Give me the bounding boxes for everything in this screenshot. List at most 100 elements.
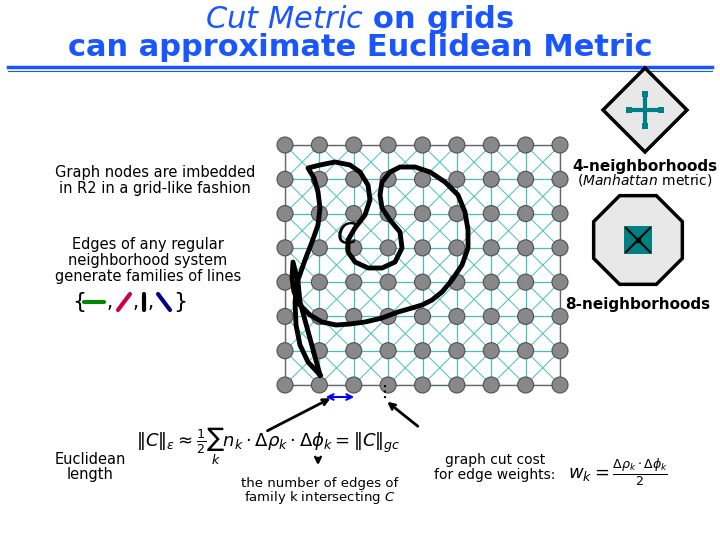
Circle shape — [346, 343, 361, 359]
Circle shape — [449, 206, 465, 221]
Circle shape — [311, 206, 328, 221]
Text: Euclidean: Euclidean — [54, 453, 126, 468]
Circle shape — [380, 274, 396, 290]
Text: the number of edges of: the number of edges of — [241, 477, 399, 490]
Circle shape — [346, 274, 361, 290]
Text: 8-neighborhoods: 8-neighborhoods — [565, 296, 711, 312]
Circle shape — [346, 137, 361, 153]
Text: Edges of any regular: Edges of any regular — [72, 238, 224, 253]
Bar — [642, 91, 648, 97]
Circle shape — [518, 377, 534, 393]
Circle shape — [277, 137, 293, 153]
Bar — [642, 123, 648, 129]
Circle shape — [483, 240, 499, 256]
Circle shape — [552, 377, 568, 393]
Circle shape — [483, 137, 499, 153]
Circle shape — [380, 343, 396, 359]
Circle shape — [483, 274, 499, 290]
Bar — [624, 226, 652, 254]
Circle shape — [277, 274, 293, 290]
Circle shape — [311, 377, 328, 393]
Text: neighborhood system: neighborhood system — [68, 253, 228, 268]
Circle shape — [449, 240, 465, 256]
Circle shape — [483, 171, 499, 187]
Circle shape — [346, 377, 361, 393]
Circle shape — [415, 274, 431, 290]
Circle shape — [552, 343, 568, 359]
Circle shape — [483, 343, 499, 359]
Circle shape — [415, 206, 431, 221]
Text: 4-neighborhoods: 4-neighborhoods — [572, 159, 718, 173]
Circle shape — [552, 308, 568, 325]
Circle shape — [346, 240, 361, 256]
Text: }: } — [173, 292, 187, 312]
Circle shape — [552, 274, 568, 290]
Circle shape — [380, 308, 396, 325]
Circle shape — [311, 137, 328, 153]
Circle shape — [277, 240, 293, 256]
Text: graph cut cost: graph cut cost — [445, 453, 545, 467]
Bar — [626, 107, 632, 113]
Circle shape — [552, 137, 568, 153]
Circle shape — [449, 137, 465, 153]
Text: {: { — [72, 292, 86, 312]
Circle shape — [518, 274, 534, 290]
Circle shape — [277, 206, 293, 221]
Circle shape — [277, 377, 293, 393]
Circle shape — [277, 343, 293, 359]
Circle shape — [415, 137, 431, 153]
Text: generate families of lines: generate families of lines — [55, 269, 241, 285]
Circle shape — [449, 274, 465, 290]
Circle shape — [380, 171, 396, 187]
Text: can approximate Euclidean Metric: can approximate Euclidean Metric — [68, 32, 652, 62]
Text: Graph nodes are imbedded: Graph nodes are imbedded — [55, 165, 255, 179]
Circle shape — [311, 274, 328, 290]
Circle shape — [346, 206, 361, 221]
Circle shape — [552, 206, 568, 221]
Text: ($\mathit{Manhattan}$ metric): ($\mathit{Manhattan}$ metric) — [577, 172, 713, 188]
Text: $\mathit{C}$: $\mathit{C}$ — [336, 220, 359, 249]
Circle shape — [415, 343, 431, 359]
Circle shape — [380, 206, 396, 221]
Text: $\|C\|_\varepsilon \approx \frac{1}{2}\sum_k n_k \cdot \Delta\rho_k \cdot \Delta: $\|C\|_\varepsilon \approx \frac{1}{2}\s… — [135, 426, 400, 467]
Circle shape — [518, 343, 534, 359]
Text: $\mathit{Cut\ Metric}$ on grids: $\mathit{Cut\ Metric}$ on grids — [205, 3, 515, 37]
Circle shape — [518, 137, 534, 153]
Circle shape — [449, 308, 465, 325]
Text: ,: , — [148, 293, 154, 312]
Circle shape — [483, 308, 499, 325]
Circle shape — [415, 308, 431, 325]
Circle shape — [346, 171, 361, 187]
Bar — [658, 107, 664, 113]
Circle shape — [449, 343, 465, 359]
Circle shape — [277, 171, 293, 187]
Circle shape — [380, 240, 396, 256]
Circle shape — [311, 343, 328, 359]
Text: ,: , — [133, 293, 139, 312]
Circle shape — [415, 377, 431, 393]
Circle shape — [449, 171, 465, 187]
Text: in R2 in a grid-like fashion: in R2 in a grid-like fashion — [59, 180, 251, 195]
Polygon shape — [603, 68, 687, 152]
Text: length: length — [66, 468, 114, 483]
Circle shape — [518, 308, 534, 325]
Circle shape — [415, 171, 431, 187]
Text: $w_k = \frac{\Delta\rho_k \cdot \Delta\phi_k}{2}$: $w_k = \frac{\Delta\rho_k \cdot \Delta\p… — [568, 456, 668, 488]
Circle shape — [552, 171, 568, 187]
Circle shape — [483, 206, 499, 221]
Circle shape — [552, 240, 568, 256]
Polygon shape — [594, 195, 683, 285]
Text: ,: , — [107, 293, 113, 312]
Circle shape — [311, 240, 328, 256]
Circle shape — [415, 240, 431, 256]
Circle shape — [380, 377, 396, 393]
Bar — [285, 145, 560, 385]
Text: for edge weights:: for edge weights: — [434, 468, 556, 482]
Text: family k intersecting $\mathit{C}$: family k intersecting $\mathit{C}$ — [244, 489, 396, 507]
Circle shape — [277, 308, 293, 325]
Circle shape — [483, 377, 499, 393]
Circle shape — [311, 171, 328, 187]
Circle shape — [380, 137, 396, 153]
Circle shape — [518, 206, 534, 221]
Circle shape — [518, 171, 534, 187]
